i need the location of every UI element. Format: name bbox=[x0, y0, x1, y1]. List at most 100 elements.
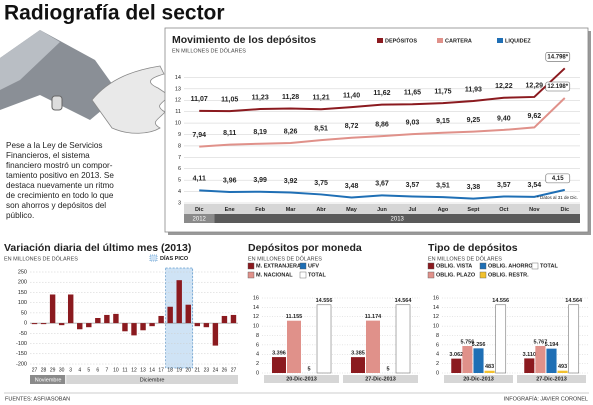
value-label: 11,07 bbox=[191, 96, 208, 103]
cufflink bbox=[51, 95, 63, 111]
y-tick-label: 5 bbox=[178, 178, 181, 184]
legend-swatch bbox=[437, 38, 443, 43]
intro-line: Financieros, el sistema bbox=[6, 151, 90, 160]
hand-illustration bbox=[0, 30, 171, 134]
value-label: 12.198* bbox=[547, 84, 568, 90]
chart-title: Variación diaria del último mes (2013) bbox=[4, 242, 191, 254]
value-label: 3,48 bbox=[345, 183, 359, 190]
x-tick-label: 12 bbox=[131, 367, 137, 373]
y-tick-label: 4 bbox=[256, 352, 259, 358]
y-tick-label: 7 bbox=[178, 155, 181, 161]
x-tick-label: 6 bbox=[96, 367, 99, 373]
value-label: 8,26 bbox=[284, 128, 298, 135]
y-tick-label: 13 bbox=[175, 86, 181, 92]
chart-title: Depósitos por moneda bbox=[248, 242, 362, 254]
bar bbox=[122, 323, 128, 332]
x-tick-label: 17 bbox=[158, 367, 164, 373]
bar bbox=[395, 304, 411, 374]
value-label: 8,86 bbox=[375, 121, 389, 128]
year-label: 2013 bbox=[391, 217, 405, 223]
x-tick-label: Jun bbox=[377, 207, 387, 213]
legend-swatch bbox=[299, 262, 307, 270]
value-label: 11,21 bbox=[313, 95, 330, 102]
value-label: 12,22 bbox=[495, 83, 513, 90]
value-label: 4,11 bbox=[193, 176, 206, 183]
x-tick-label: 4 bbox=[78, 367, 81, 373]
credit: INFOGRAFÍA: JAVIER CORONEL bbox=[504, 395, 588, 402]
bar bbox=[140, 323, 146, 331]
y-tick-label: 2 bbox=[436, 361, 439, 367]
value-label: 3,99 bbox=[253, 177, 267, 184]
x-tick-label: Nov bbox=[529, 207, 540, 213]
bar bbox=[568, 304, 580, 374]
value-label: 11,28 bbox=[282, 94, 299, 101]
bar bbox=[194, 323, 201, 327]
x-tick-label: Abr bbox=[316, 207, 326, 213]
year-strip bbox=[184, 214, 215, 223]
value-label: 8,51 bbox=[314, 125, 328, 132]
x-tick-label: 27 bbox=[32, 367, 38, 373]
value-label: 483 bbox=[485, 364, 494, 370]
y-tick-label: 8 bbox=[436, 333, 439, 339]
y-tick-label: 16 bbox=[253, 295, 259, 301]
value-label: 3,51 bbox=[436, 183, 450, 190]
legend-label: TOTAL bbox=[540, 263, 558, 269]
value-label: 8,19 bbox=[253, 129, 267, 136]
legend-label: M. EXTRANJERA bbox=[256, 263, 301, 269]
y-tick-label: 14 bbox=[433, 305, 439, 311]
value-label: 11,93 bbox=[465, 86, 482, 93]
intro-line: tamiento positivo en 2013. Se bbox=[6, 171, 114, 180]
value-label: 3,92 bbox=[284, 178, 298, 185]
value-label: 9,03 bbox=[406, 120, 420, 127]
x-tick-label: Ene bbox=[225, 207, 235, 213]
bar bbox=[350, 357, 365, 373]
chart-title: Movimiento de los depósitos bbox=[172, 34, 316, 46]
y-tick-label: 9 bbox=[178, 132, 181, 138]
value-label: 3,96 bbox=[223, 177, 237, 184]
bar bbox=[49, 294, 56, 324]
y-tick-label: 14 bbox=[175, 75, 181, 81]
x-tick-label: 18 bbox=[167, 367, 173, 373]
value-label: 14.564 bbox=[395, 298, 413, 304]
panel bbox=[164, 27, 589, 233]
legend-swatch bbox=[427, 271, 435, 279]
x-tick-label: May bbox=[346, 207, 358, 213]
chart-title: Tipo de depósitos bbox=[428, 242, 518, 254]
bar bbox=[31, 323, 38, 325]
x-tick-label: 27 bbox=[231, 367, 237, 373]
x-tick-label: 20-Dic-2013 bbox=[286, 376, 317, 382]
value-label: 9,40 bbox=[497, 115, 511, 122]
x-tick-label: Oct bbox=[499, 207, 508, 213]
bar bbox=[131, 323, 137, 336]
chart-subtitle: EN MILLONES DE DÓLARES bbox=[172, 47, 246, 54]
value-label: 11,75 bbox=[434, 88, 451, 95]
bar bbox=[158, 315, 164, 324]
value-label: 11,40 bbox=[343, 92, 360, 99]
value-box bbox=[545, 173, 571, 184]
x-tick-label: 27-Dic-2013 bbox=[536, 376, 567, 382]
bar bbox=[286, 320, 301, 373]
value-label: 3,75 bbox=[314, 180, 328, 187]
legend-label: OBLIG. RESTR. bbox=[488, 272, 529, 278]
value-label: 3.062 bbox=[449, 352, 463, 358]
legend-swatch bbox=[531, 262, 539, 270]
chart-subtitle: EN MILLONES DE DÓLARES bbox=[4, 255, 78, 262]
x-tick-label: 3 bbox=[69, 367, 72, 373]
x-tick-label: Dic bbox=[195, 207, 204, 213]
y-tick-label: 4 bbox=[436, 352, 439, 358]
x-tick-label: 28 bbox=[41, 367, 47, 373]
legend-swatch bbox=[479, 262, 487, 270]
value-label: 9,15 bbox=[436, 118, 450, 125]
x-tick-label: Feb bbox=[255, 207, 265, 213]
x-tick-label: 19 bbox=[176, 367, 182, 373]
legend-label: DÍAS PICO bbox=[160, 254, 189, 262]
series-line bbox=[199, 67, 566, 113]
year-strip bbox=[214, 214, 580, 223]
y-tick-label: 12 bbox=[433, 314, 439, 320]
value-label: 8,72 bbox=[345, 123, 359, 130]
bar bbox=[495, 304, 507, 374]
group-strip bbox=[264, 375, 339, 383]
bar bbox=[104, 314, 110, 324]
y-tick-label: 250 bbox=[18, 269, 27, 275]
